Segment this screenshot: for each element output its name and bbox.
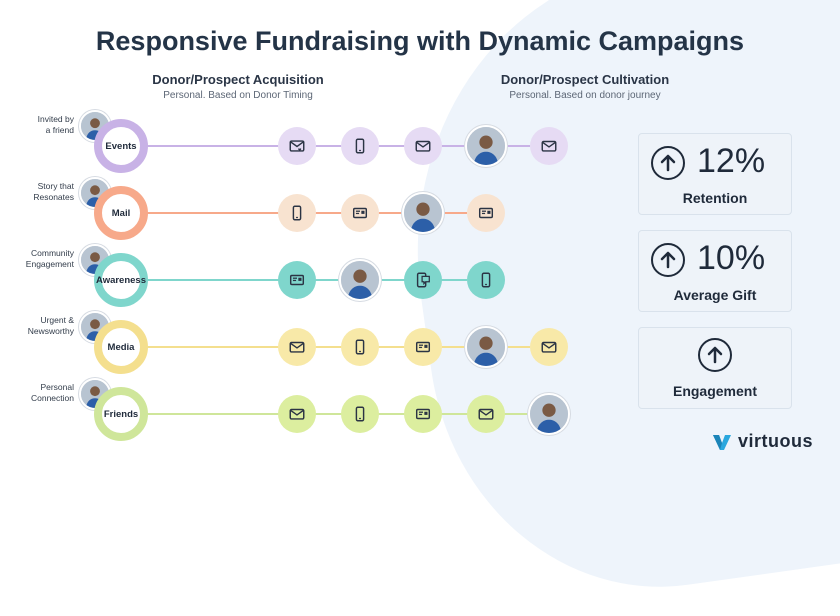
acquisition-header: Donor/Prospect Acquisition Personal. Bas… [118, 72, 358, 101]
journey-line [140, 145, 530, 147]
mail-card-icon [341, 194, 379, 232]
campaign-row: Community Engagement Awareness [0, 244, 620, 315]
virtuous-logo: virtuous [712, 431, 813, 452]
campaign-row: Personal Connection Friends [0, 378, 620, 449]
campaign-row: Urgent & Newsworthy Media [0, 311, 620, 382]
phone-icon [341, 127, 379, 165]
arrow-up-icon [651, 243, 685, 277]
journey-line [140, 346, 530, 348]
phone-icon [341, 328, 379, 366]
channel-label: Friends [103, 408, 139, 420]
cultivation-header: Donor/Prospect Cultivation Personal. Bas… [465, 72, 705, 101]
stat-card-retention: 12% Retention [638, 133, 792, 215]
channel-label: Awareness [96, 274, 146, 286]
donor-photo [528, 393, 570, 435]
channel-ring: Media [94, 320, 148, 374]
row-trigger-label-line: Connection [30, 393, 74, 403]
row-trigger-label: Personal Connection [10, 382, 74, 404]
email-icon [404, 127, 442, 165]
brand-name: virtuous [738, 431, 814, 451]
donor-photo [339, 259, 381, 301]
mail-card-icon [404, 328, 442, 366]
email-icon [530, 127, 568, 165]
mail-card-icon [278, 261, 316, 299]
channel-ring: Friends [94, 387, 148, 441]
email-heart-icon [278, 127, 316, 165]
email-icon [278, 395, 316, 433]
channel-label: Media [107, 341, 135, 353]
sms-icon [404, 261, 442, 299]
email-icon [467, 395, 505, 433]
donor-photo [402, 192, 444, 234]
arrow-up-icon [698, 338, 732, 372]
channel-ring: Awareness [94, 253, 148, 307]
stat-value: 10% [697, 239, 766, 277]
row-trigger-label-line: Urgent & [40, 315, 74, 325]
row-trigger-label-line: Invited by [37, 114, 74, 124]
donor-photo [465, 125, 507, 167]
phone-icon [467, 261, 505, 299]
row-trigger-label-line: Resonates [33, 192, 74, 202]
campaign-row: Story that Resonates Mail [0, 177, 620, 248]
stat-label: Average Gift [673, 287, 757, 303]
email-icon [530, 328, 568, 366]
email-icon [278, 328, 316, 366]
channel-ring: Events [94, 119, 148, 173]
stat-card-engagement: Engagement [638, 327, 792, 409]
phone-icon [341, 395, 379, 433]
page-title: Responsive Fundraising with Dynamic Camp… [95, 26, 745, 56]
arrow-up-icon [651, 146, 685, 180]
row-trigger-label: Story that Resonates [10, 181, 74, 203]
channel-label: Mail [111, 207, 131, 219]
stat-value: 12% [697, 142, 766, 180]
acquisition-heading: Donor/Prospect Acquisition [152, 72, 324, 87]
virtuous-logo-icon [713, 434, 731, 450]
row-trigger-label-line: Newsworthy [27, 326, 74, 336]
campaign-row: Invited by a friend Events [0, 110, 620, 181]
stat-card-average-gift: 10% Average Gift [638, 230, 792, 312]
channel-ring: Mail [94, 186, 148, 240]
journey-line [140, 413, 530, 415]
row-trigger-label-line: Community [31, 248, 74, 258]
stat-label: Engagement [672, 383, 757, 399]
row-trigger-label: Urgent & Newsworthy [10, 315, 74, 337]
row-trigger-label-line: Engagement [25, 259, 74, 269]
row-trigger-label-line: Story that [37, 181, 74, 191]
mail-card-icon [467, 194, 505, 232]
stat-label: Retention [682, 190, 748, 206]
acquisition-subheading: Personal. Based on Donor Timing [163, 90, 313, 101]
mail-card-icon [404, 395, 442, 433]
row-trigger-label-line: a friend [45, 125, 74, 135]
channel-label: Events [105, 140, 137, 152]
donor-photo [465, 326, 507, 368]
row-trigger-label-line: Personal [40, 382, 74, 392]
phone-icon [278, 194, 316, 232]
cultivation-heading: Donor/Prospect Cultivation [500, 72, 670, 87]
row-trigger-label: Invited by a friend [10, 114, 74, 136]
cultivation-subheading: Personal. Based on donor journey [509, 90, 661, 101]
row-trigger-label: Community Engagement [10, 248, 74, 270]
